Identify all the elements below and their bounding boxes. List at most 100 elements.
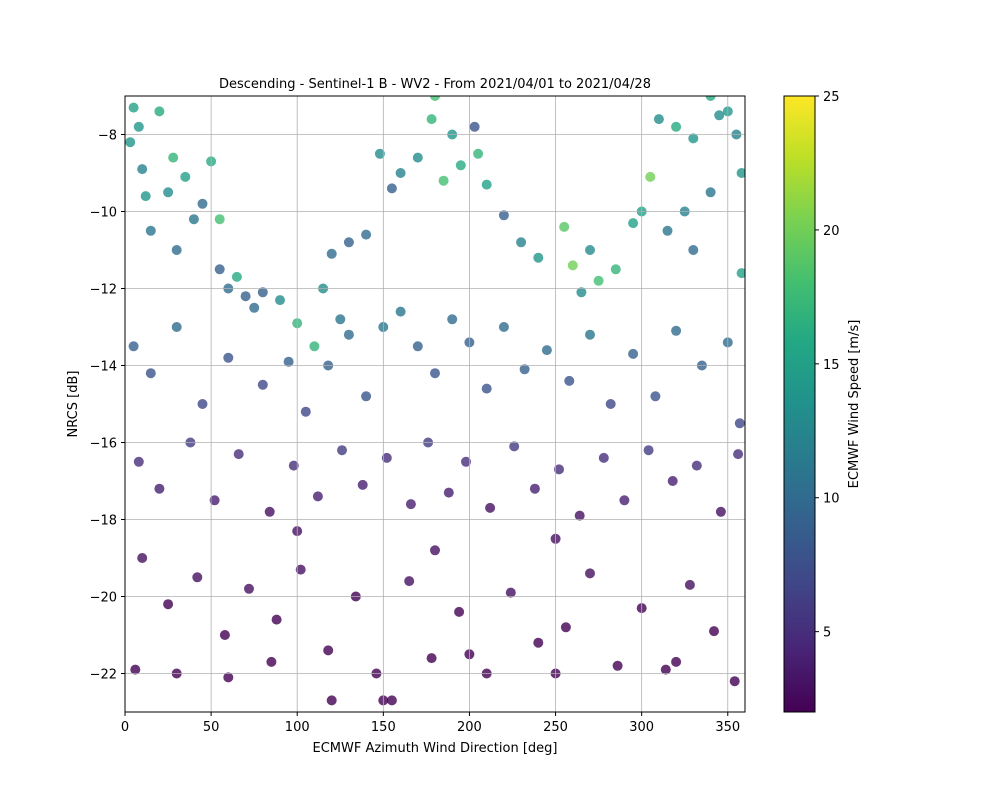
data-point <box>133 121 144 132</box>
data-point <box>257 287 268 298</box>
x-tick-label: 50 <box>203 720 220 735</box>
y-axis-ticks: −22 −20 −18 −16 −14 −12 −10 −8 <box>90 129 125 683</box>
data-points <box>125 96 745 706</box>
colorbar-tick-label: 20 <box>823 224 840 239</box>
data-point <box>541 345 552 356</box>
data-point <box>197 198 208 209</box>
data-point <box>395 306 406 317</box>
data-point <box>705 96 716 101</box>
data-point <box>533 637 544 648</box>
data-point <box>612 660 623 671</box>
data-point <box>125 137 136 148</box>
data-point <box>560 622 571 633</box>
data-point <box>574 510 585 521</box>
data-point <box>567 260 578 271</box>
data-point <box>249 302 260 313</box>
data-point <box>709 626 719 637</box>
data-point <box>662 225 673 236</box>
data-point <box>240 291 251 302</box>
data-point <box>323 645 334 656</box>
data-point <box>163 599 174 610</box>
y-tick-label: −14 <box>90 360 117 375</box>
data-point <box>643 445 654 456</box>
data-point <box>180 171 191 182</box>
x-axis-label: ECMWF Azimuth Wind Direction [deg] <box>313 741 558 756</box>
data-point <box>223 672 234 683</box>
data-point <box>554 464 564 475</box>
data-point <box>519 364 530 375</box>
data-point <box>619 495 630 506</box>
data-point <box>485 502 496 513</box>
x-tick-label: 0 <box>121 720 129 735</box>
data-point <box>257 379 268 390</box>
y-tick-label: −22 <box>90 668 117 683</box>
y-tick-label: −20 <box>90 591 117 606</box>
data-point <box>163 187 174 198</box>
data-point <box>736 268 745 279</box>
data-point <box>455 160 466 171</box>
data-point <box>671 121 682 132</box>
data-point <box>405 499 416 510</box>
y-tick-label: −12 <box>90 283 117 298</box>
data-point <box>404 576 415 587</box>
data-point <box>309 341 320 352</box>
data-point <box>481 179 492 190</box>
data-point <box>188 214 199 225</box>
colorbar-label: ECMWF Wind Speed [m/s] <box>847 320 862 489</box>
data-point <box>145 368 156 379</box>
x-axis-ticks: 0 50 100 150 200 250 300 350 <box>121 712 740 735</box>
data-point <box>684 579 695 590</box>
data-point <box>593 275 604 286</box>
y-tick-label: −16 <box>90 437 117 452</box>
data-point <box>361 391 372 402</box>
data-point <box>564 375 575 386</box>
data-point <box>650 391 661 402</box>
data-point <box>559 221 570 232</box>
data-point <box>137 164 148 175</box>
data-point <box>171 322 182 332</box>
data-point <box>266 656 277 667</box>
data-point <box>498 210 509 221</box>
data-point <box>729 676 740 687</box>
data-point <box>533 252 544 263</box>
x-tick-label: 250 <box>543 720 568 735</box>
data-point <box>312 491 323 502</box>
data-point <box>426 653 437 664</box>
x-tick-label: 300 <box>629 720 654 735</box>
data-point <box>381 452 392 463</box>
data-point <box>343 329 354 340</box>
data-point <box>430 368 440 379</box>
data-point <box>271 614 282 625</box>
colorbar-tick-label: 5 <box>823 626 831 641</box>
data-point <box>671 656 682 667</box>
data-point <box>130 664 141 675</box>
data-point <box>412 341 423 352</box>
data-point <box>733 449 744 460</box>
data-point <box>412 152 423 163</box>
data-point <box>128 102 139 113</box>
x-tick-label: 100 <box>285 720 310 735</box>
data-point <box>145 225 156 236</box>
y-tick-label: −10 <box>90 206 117 221</box>
data-point <box>691 460 702 471</box>
data-point <box>688 133 699 144</box>
data-point <box>374 148 385 159</box>
data-point <box>461 456 471 467</box>
data-point <box>128 341 139 352</box>
data-point <box>233 449 244 460</box>
data-point <box>168 152 179 163</box>
data-point <box>443 487 454 498</box>
data-point <box>214 214 225 225</box>
data-point <box>335 314 346 325</box>
data-point <box>288 460 299 471</box>
data-point <box>343 237 354 248</box>
data-point <box>386 183 397 194</box>
data-point <box>714 110 725 121</box>
colorbar <box>783 95 816 713</box>
data-point <box>283 356 294 367</box>
data-point <box>610 264 621 275</box>
data-point <box>585 245 595 255</box>
data-point <box>505 587 516 598</box>
y-tick-label: −8 <box>98 129 117 144</box>
